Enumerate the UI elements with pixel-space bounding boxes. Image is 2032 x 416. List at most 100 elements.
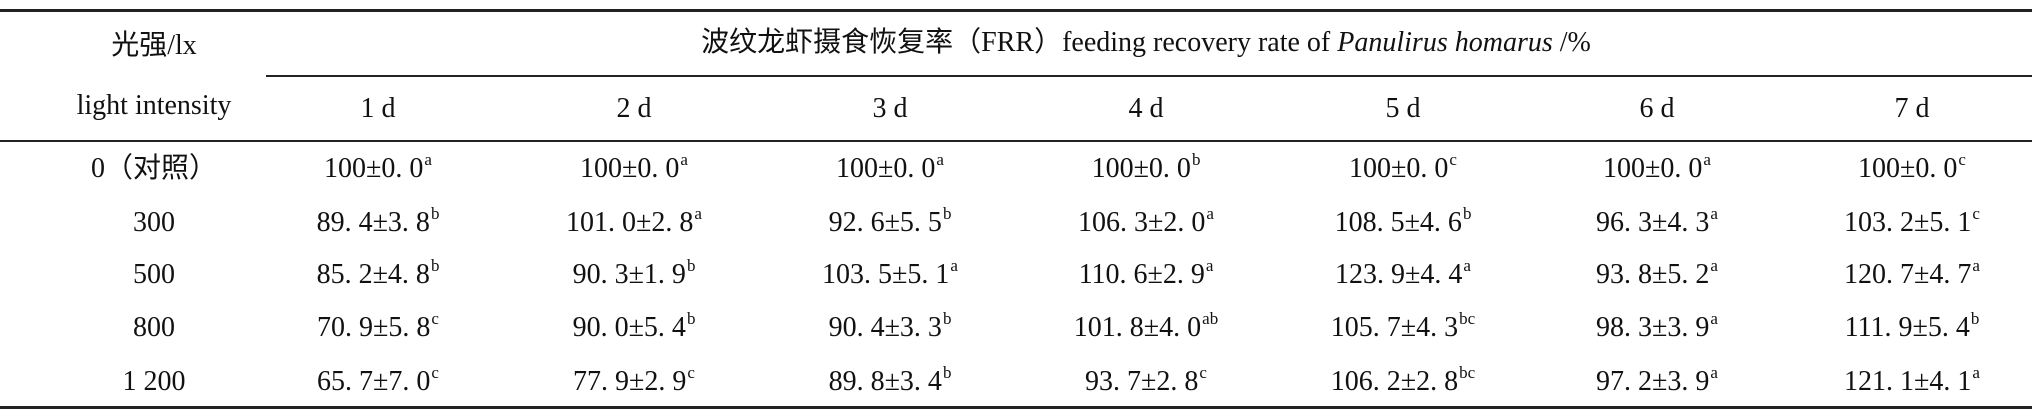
cell: 108. 5±4. 6b <box>1335 205 1472 237</box>
significance-letter: c <box>1449 150 1457 169</box>
significance-letter: a <box>1463 256 1471 275</box>
significance-letter: a <box>950 256 958 275</box>
cell: 100±0. 0c <box>1349 151 1457 184</box>
cell: 96. 3±4. 3a <box>1596 205 1718 238</box>
cell: 98. 3±3. 9a <box>1596 310 1718 342</box>
cell: 103. 5±5. 1a <box>822 257 958 290</box>
significance-letter: c <box>431 363 439 382</box>
cell-value: 92. 6±5. 5 <box>828 207 942 238</box>
cell: 121. 1±4. 1a <box>1844 364 1980 397</box>
cell: 100±0. 0a <box>1603 151 1711 184</box>
day-header: 7 d <box>1894 93 1930 124</box>
cell-value: 100±0. 0 <box>1349 153 1449 184</box>
row-header-en: light intensity <box>76 90 232 121</box>
cell-value: 120. 7±4. 7 <box>1844 259 1972 290</box>
cell-value: 96. 3±4. 3 <box>1596 207 1710 238</box>
significance-letter: a <box>1710 309 1718 328</box>
cell: 89. 8±3. 4b <box>828 364 952 397</box>
cell: 120. 7±4. 7a <box>1844 257 1980 290</box>
cell: 110. 6±2. 9a <box>1079 257 1214 289</box>
cell: 90. 4±3. 3b <box>828 310 952 343</box>
top-rule <box>0 9 2032 12</box>
significance-letter: c <box>1972 204 1980 223</box>
cell-value: 100±0. 0 <box>1858 153 1958 184</box>
significance-letter: c <box>431 309 439 328</box>
row-label: 300 <box>133 207 175 238</box>
cell: 77. 9±2. 9c <box>573 364 695 397</box>
column-header-unit: /% <box>1552 27 1591 58</box>
row-label: 800 <box>133 312 175 343</box>
cell: 100±0. 0a <box>580 151 688 184</box>
significance-letter: a <box>1710 256 1718 275</box>
cell: 100±0. 0a <box>836 151 944 184</box>
significance-letter: a <box>1710 363 1718 382</box>
cell-value: 89. 8±3. 4 <box>828 366 942 397</box>
significance-letter: a <box>680 150 688 169</box>
significance-letter: b <box>942 363 952 382</box>
cell-value: 100±0. 0 <box>1091 153 1191 184</box>
cell: 90. 0±5. 4b <box>572 310 696 343</box>
cell-value: 103. 5±5. 1 <box>822 259 950 290</box>
column-header-lead: 波纹龙虾摄食恢复率（FRR）feeding recovery rate of <box>701 27 1338 58</box>
significance-letter: c <box>1199 363 1207 382</box>
significance-letter: c <box>1958 150 1966 169</box>
significance-letter: b <box>942 309 952 328</box>
row-label: 1 200 <box>122 366 186 397</box>
header-rule <box>266 75 2032 77</box>
cell-value: 90. 3±1. 9 <box>572 259 686 290</box>
cell-value: 101. 8±4. 0 <box>1073 312 1202 343</box>
cell-value: 111. 9±5. 4 <box>1844 312 1970 343</box>
cell-value: 65. 7±7. 0 <box>317 366 431 397</box>
cell: 123. 9±4. 4a <box>1335 257 1471 290</box>
cell: 65. 7±7. 0c <box>317 364 439 397</box>
cell-value: 100±0. 0 <box>836 153 936 184</box>
significance-letter: b <box>430 204 440 223</box>
significance-letter: b <box>1191 150 1201 169</box>
bottom-rule <box>0 406 2032 409</box>
significance-letter: a <box>424 150 432 169</box>
cell: 92. 6±5. 5b <box>828 205 952 238</box>
cell-value: 97. 2±3. 9 <box>1596 366 1710 397</box>
cell-value: 93. 7±2. 8 <box>1085 366 1199 397</box>
significance-letter: a <box>1972 363 1980 382</box>
significance-letter: b <box>430 256 440 275</box>
cell: 111. 9±5. 4b <box>1844 310 1980 343</box>
cell-value: 70. 9±5. 8 <box>317 312 431 343</box>
significance-letter: b <box>1462 204 1472 223</box>
cell: 93. 8±5. 2a <box>1596 257 1718 289</box>
significance-letter: b <box>942 204 952 223</box>
day-header: 6 d <box>1639 93 1675 124</box>
cell: 85. 2±4. 8b <box>317 257 440 289</box>
cell-value: 100±0. 0 <box>1603 153 1703 184</box>
cell-value: 121. 1±4. 1 <box>1844 366 1972 397</box>
significance-letter: a <box>694 204 702 223</box>
cell: 97. 2±3. 9a <box>1596 364 1718 397</box>
cell-value: 90. 4±3. 3 <box>828 312 942 343</box>
cell-value: 101. 0±2. 8 <box>566 207 694 238</box>
significance-letter: ab <box>1202 309 1219 328</box>
cell: 101. 8±4. 0ab <box>1073 310 1218 343</box>
column-header: 波纹龙虾摄食恢复率（FRR）feeding recovery rate of P… <box>701 29 1591 57</box>
cell: 103. 2±5. 1c <box>1844 205 1980 238</box>
cell-value: 123. 9±4. 4 <box>1335 259 1463 290</box>
cell: 89. 4±3. 8b <box>317 205 440 237</box>
cell-value: 77. 9±2. 9 <box>573 366 687 397</box>
cell: 106. 2±2. 8bc <box>1330 364 1475 397</box>
row-label: 500 <box>133 259 175 290</box>
cell-value: 100±0. 0 <box>324 153 424 184</box>
mid-rule <box>0 140 2032 142</box>
significance-letter: a <box>1710 204 1718 223</box>
cell: 106. 3±2. 0a <box>1078 205 1214 238</box>
cell-value: 100±0. 0 <box>580 153 680 184</box>
cell-value: 103. 2±5. 1 <box>1844 207 1972 238</box>
cell-value: 90. 0±5. 4 <box>572 312 686 343</box>
cell: 93. 7±2. 8c <box>1085 364 1207 397</box>
significance-letter: b <box>686 256 696 275</box>
cell: 100±0. 0b <box>1091 151 1201 184</box>
significance-letter: c <box>687 363 695 382</box>
significance-letter: a <box>1703 150 1711 169</box>
cell-value: 106. 3±2. 0 <box>1078 207 1206 238</box>
cell-value: 106. 2±2. 8 <box>1330 366 1459 397</box>
day-header: 4 d <box>1128 93 1164 124</box>
